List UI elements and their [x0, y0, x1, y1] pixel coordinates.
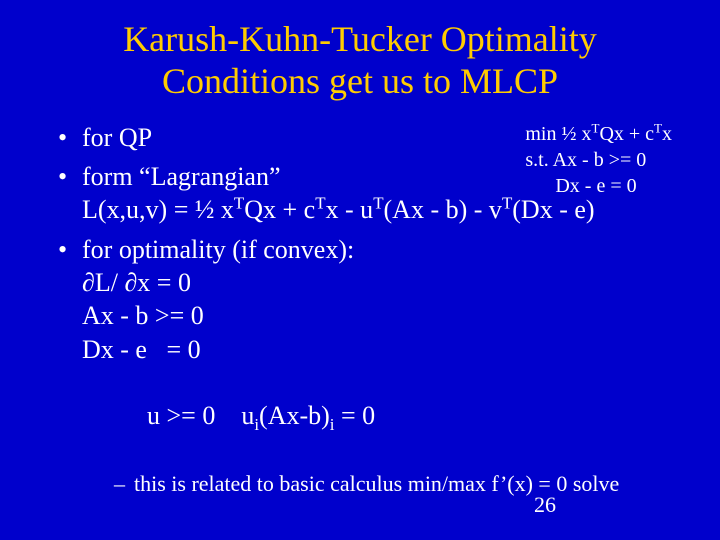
- kkt-primal-eq: Dx - e = 0: [82, 335, 201, 364]
- bullet-list: for QP form “Lagrangian” L(x,u,v) = ½ xT…: [40, 121, 680, 498]
- kkt-complementarity: u >= 0 ui(Ax-b)i = 0: [82, 401, 375, 463]
- slide: Karush-Kuhn-Tucker Optimality Conditions…: [0, 0, 720, 540]
- page-number: 26: [534, 492, 556, 518]
- slide-body: min ½ xTQx + cTx s.t. Ax - b >= 0 Dx - e…: [40, 121, 680, 498]
- sub-bullet-calculus: this is related to basic calculus min/ma…: [114, 470, 680, 499]
- kkt-stationarity: ∂L/ ∂x = 0: [82, 268, 191, 297]
- bullet-optimality: for optimality (if convex): ∂L/ ∂x = 0 A…: [58, 233, 680, 498]
- title-line-2: Conditions get us to MLCP: [162, 61, 558, 101]
- sub-bullet-list: this is related to basic calculus min/ma…: [82, 470, 680, 499]
- title-line-1: Karush-Kuhn-Tucker Optimality: [123, 19, 597, 59]
- bullet-for-qp: for QP: [58, 121, 680, 154]
- bullet-lagrangian: form “Lagrangian” L(x,u,v) = ½ xTQx + cT…: [58, 160, 680, 227]
- slide-title: Karush-Kuhn-Tucker Optimality Conditions…: [40, 18, 680, 103]
- lagrangian-equation: L(x,u,v) = ½ xTQx + cTx - uT(Ax - b) - v…: [82, 195, 595, 224]
- kkt-primal-ineq: Ax - b >= 0: [82, 301, 204, 330]
